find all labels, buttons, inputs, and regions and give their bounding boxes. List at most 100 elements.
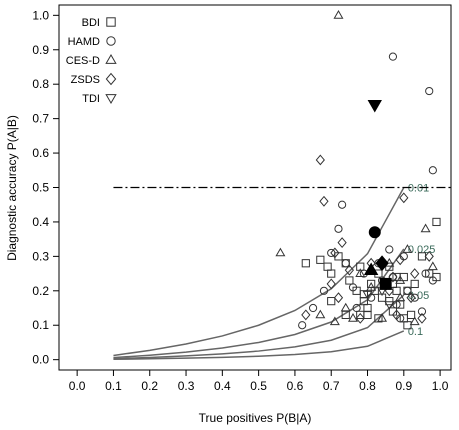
- point-ces-d: [395, 292, 406, 302]
- point-bdi: [385, 297, 394, 306]
- point-hamd: [421, 269, 430, 278]
- y-axis-title: Diagnostic accuracy P(A|B): [5, 115, 19, 261]
- point-ces-d: [275, 247, 286, 257]
- point-zsds: [410, 268, 420, 280]
- x-tick-label: 0.1: [105, 379, 122, 393]
- point-zsds: [315, 154, 325, 166]
- y-tick-label: 0.4: [32, 215, 49, 229]
- y-tick-label: 0.6: [32, 146, 49, 160]
- legend-marker-tdi: [105, 94, 117, 105]
- point-ces-d: [340, 302, 351, 312]
- point-ces-d: [409, 316, 420, 326]
- legend-label: ZSDS: [71, 74, 100, 86]
- point-bdi: [301, 259, 310, 268]
- point-ces-d: [420, 223, 431, 233]
- x-tick-label: 0.2: [141, 379, 158, 393]
- point-hamd: [428, 276, 437, 285]
- point-bdi: [323, 262, 332, 271]
- point-ces-d: [315, 309, 326, 319]
- point-ces-d: [402, 244, 413, 253]
- x-tick-label: 0.6: [287, 379, 304, 393]
- point-hamd: [385, 245, 394, 254]
- point-zsds: [355, 312, 365, 324]
- point-zsds: [424, 250, 434, 262]
- point-zsds: [406, 292, 416, 304]
- point-bdi: [316, 255, 325, 264]
- x-tick-label: 0.0: [69, 379, 86, 393]
- y-tick-label: 0.5: [32, 181, 49, 195]
- x-tick-label: 1.0: [432, 379, 449, 393]
- point-hamd: [334, 224, 343, 233]
- point-hamd: [327, 248, 336, 258]
- y-axis: 0.0 0.1 0.2 0.3 0.4 0.5 0.6 0.7 0.8 0.9 1.0: [32, 8, 59, 367]
- point-bdi: [406, 310, 416, 320]
- legend-marker-hamd: [106, 36, 116, 46]
- prevalence-curve: [113, 248, 405, 359]
- point-bdi: [374, 314, 383, 323]
- point-hamd: [298, 321, 307, 330]
- y-tick-label: 0.1: [32, 318, 49, 332]
- point-hamd: [388, 52, 398, 61]
- point-hamd: [403, 286, 412, 295]
- point-bdi: [370, 286, 379, 295]
- point-bdi: [356, 262, 365, 271]
- point-hamd: [319, 286, 329, 295]
- point-zsds: [301, 309, 311, 321]
- highlight-point-zsds: [375, 255, 389, 272]
- point-hamd: [348, 283, 358, 292]
- x-tick-label: 0.3: [178, 379, 195, 393]
- point-bdi: [399, 272, 408, 282]
- x-axis-title: True positives P(B|A): [199, 411, 312, 425]
- x-axis: 0.0 0.1 0.2 0.3 0.4 0.5 0.6 0.7 0.8 0.9 1.0: [69, 370, 449, 393]
- x-tick-label: 0.4: [214, 379, 231, 393]
- legend-marker-ces-d: [105, 53, 117, 64]
- point-tdi: [362, 290, 373, 300]
- point-zsds: [326, 278, 336, 290]
- curve-label: 0.01: [408, 183, 429, 195]
- y-tick-label: 0.8: [32, 77, 49, 91]
- point-ces-d: [355, 268, 366, 277]
- point-ces-d: [427, 261, 438, 271]
- point-zsds: [337, 237, 347, 249]
- point-bdi: [403, 321, 412, 330]
- point-hamd: [341, 259, 350, 268]
- y-tick-label: 0.7: [32, 112, 49, 126]
- highlighted-points: [363, 99, 392, 290]
- highlight-point-ces-d: [363, 262, 379, 276]
- point-ces-d: [329, 316, 340, 326]
- point-bdi: [363, 310, 372, 320]
- legend-label: CES-D: [66, 55, 100, 67]
- x-tick-label: 0.9: [395, 379, 412, 393]
- point-zsds: [344, 264, 354, 276]
- point-zsds: [399, 192, 409, 204]
- y-tick-label: 1.0: [32, 8, 49, 22]
- x-tick-label: 0.5: [250, 379, 267, 393]
- point-zsds: [391, 309, 402, 321]
- point-zsds: [388, 271, 398, 283]
- y-tick-label: 0.0: [32, 353, 49, 367]
- point-bdi: [432, 217, 441, 227]
- prevalence-curve: [113, 330, 405, 361]
- legend-marker-bdi: [106, 17, 116, 27]
- curve-label: 0.1: [408, 326, 423, 338]
- point-ces-d: [366, 282, 377, 291]
- y-tick-label: 0.2: [32, 284, 49, 298]
- point-hamd: [352, 303, 361, 313]
- prevalence-curve: [113, 294, 405, 360]
- point-zsds: [417, 312, 427, 324]
- point-hamd: [428, 166, 437, 175]
- point-hamd: [410, 293, 419, 302]
- point-bdi: [410, 279, 419, 289]
- point-bdi: [392, 286, 401, 295]
- point-bdi: [356, 310, 365, 320]
- y-tick-label: 0.3: [32, 249, 49, 263]
- legend-label: BDI: [82, 17, 100, 29]
- point-hamd: [308, 303, 318, 313]
- highlight-point-tdi: [367, 99, 382, 113]
- legend: BDI HAMD CES-D ZSDS TDI: [66, 17, 117, 105]
- x-tick-label: 0.8: [359, 379, 376, 393]
- point-hamd: [417, 307, 427, 316]
- point-zsds: [330, 247, 340, 259]
